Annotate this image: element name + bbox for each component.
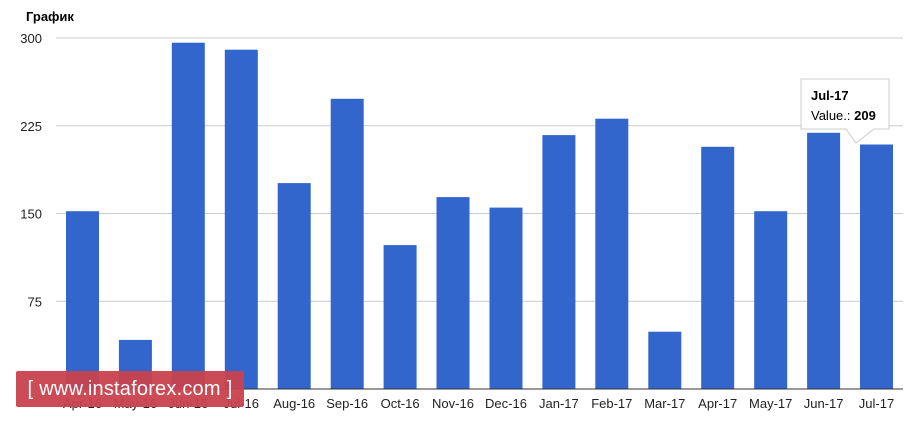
- bar-may-17[interactable]: [754, 211, 788, 389]
- bars: [66, 42, 893, 390]
- x-tick-label: Oct-16: [381, 396, 420, 411]
- y-tick-label: 225: [20, 119, 42, 134]
- bar-jul-16[interactable]: [224, 49, 258, 389]
- x-tick-label: May-17: [749, 396, 792, 411]
- bar-jul-17[interactable]: [860, 144, 893, 390]
- y-tick-label: 300: [20, 31, 42, 46]
- y-axis-ticks: 75 150 225 300: [20, 31, 42, 309]
- x-tick-label: Jan-17: [539, 396, 579, 411]
- bar-sep-16[interactable]: [330, 98, 364, 390]
- x-tick-label: Sep-16: [326, 396, 368, 411]
- x-tick-label: Jun-17: [804, 396, 844, 411]
- tooltip-category: Jul-17: [811, 88, 849, 103]
- tooltip-box: [800, 78, 890, 144]
- x-tick-label: Mar-17: [644, 396, 685, 411]
- bar-apr-17[interactable]: [701, 146, 735, 389]
- y-tick-label: 150: [20, 207, 42, 222]
- tooltip-label: Value.:: [811, 108, 851, 123]
- tooltip-value: 209: [854, 108, 876, 123]
- bar-dec-16[interactable]: [489, 207, 523, 389]
- y-tick-label: 75: [28, 294, 42, 309]
- tooltip-line: Value.: 209: [811, 108, 876, 123]
- watermark-text: www.instaforex.com: [39, 377, 221, 400]
- x-tick-label: Nov-16: [432, 396, 474, 411]
- x-tick-label: Feb-17: [591, 396, 632, 411]
- bar-jun-17[interactable]: [807, 132, 841, 390]
- chart-title: График: [26, 9, 74, 24]
- x-tick-label: Jul-17: [859, 396, 894, 411]
- bar-jan-17[interactable]: [542, 135, 576, 389]
- watermark-left-bracket: [: [27, 377, 34, 400]
- watermark-logo: [ www.instaforex.com ]: [16, 371, 244, 407]
- tooltip: Jul-17 Value.: 209: [800, 78, 890, 144]
- bar-mar-17[interactable]: [648, 331, 682, 389]
- bar-aug-16[interactable]: [277, 183, 311, 389]
- x-tick-label: Apr-17: [698, 396, 737, 411]
- bar-jun-16[interactable]: [171, 42, 205, 389]
- watermark-right-bracket: ]: [226, 377, 233, 400]
- bar-feb-17[interactable]: [595, 118, 629, 389]
- x-tick-label: Dec-16: [485, 396, 527, 411]
- bar-apr-16[interactable]: [66, 211, 99, 389]
- bar-oct-16[interactable]: [383, 245, 417, 389]
- x-tick-label: Aug-16: [273, 396, 315, 411]
- bar-nov-16[interactable]: [436, 197, 470, 389]
